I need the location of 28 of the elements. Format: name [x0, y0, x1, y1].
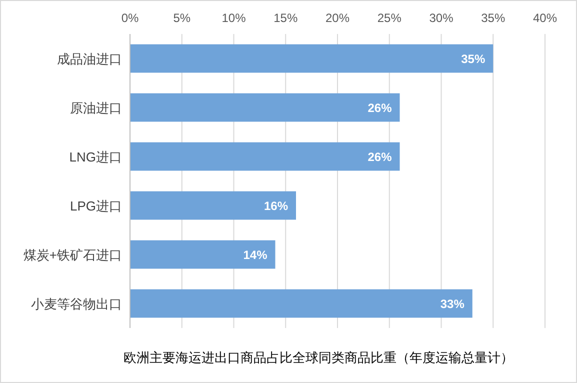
y-tick-label: 小麦等谷物出口	[31, 296, 122, 312]
y-tick-label: LNG进口	[69, 150, 122, 164]
x-tick-label: 20%	[325, 11, 350, 25]
data-label: 26%	[368, 150, 392, 164]
bar	[130, 289, 472, 318]
bar	[130, 44, 494, 73]
bar	[130, 240, 276, 269]
x-tick-label: 30%	[429, 11, 454, 25]
data-label: 16%	[264, 199, 288, 213]
x-tick-label: 5%	[173, 11, 191, 25]
x-tick-label: 35%	[481, 11, 506, 25]
x-tick-label: 15%	[274, 11, 298, 25]
data-label: 26%	[368, 101, 392, 115]
x-tick-label: 40%	[532, 11, 558, 25]
bar	[130, 93, 400, 122]
x-tick-label: 10%	[222, 11, 246, 25]
data-label: 35%	[461, 52, 486, 66]
x-tick-label: 25%	[377, 11, 402, 25]
bar	[130, 191, 296, 220]
data-label: 33%	[440, 297, 465, 311]
x-tick-label: 0%	[121, 11, 139, 25]
data-label: 14%	[243, 248, 268, 262]
text: 欧洲主要海运进出口商品占比全球同类商品比重（年度运输总量计）	[124, 350, 514, 365]
bar	[130, 142, 400, 171]
y-tick-label: 成品油进口	[57, 52, 122, 66]
y-tick-label: 煤炭+铁矿石进口	[23, 248, 122, 262]
y-tick-label: 原油进口	[70, 100, 122, 116]
y-tick-label: LPG进口	[70, 198, 122, 214]
